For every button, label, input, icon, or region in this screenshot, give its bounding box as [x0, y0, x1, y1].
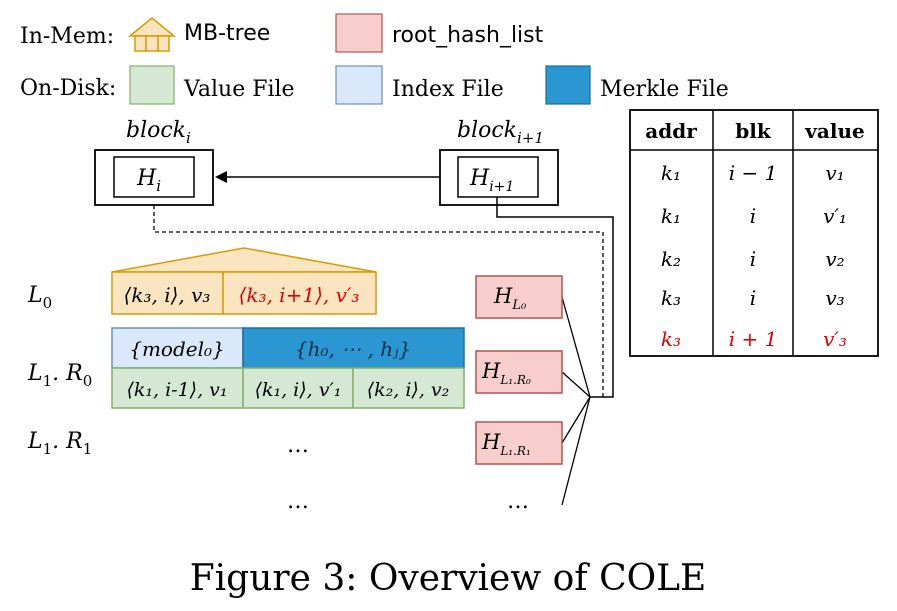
table-row: k₁ i − 1 v₁: [661, 161, 845, 185]
table-header-value: value: [804, 119, 864, 143]
table-cell-blk: i: [750, 247, 756, 271]
root-hash-l1r0-box: [475, 350, 563, 394]
hash-fan-lines: [561, 296, 591, 506]
level-l1r1-label: L1. R1: [27, 429, 92, 458]
root-hash-swatch: [335, 13, 383, 53]
table-header-addr: addr: [645, 119, 697, 143]
mbtree-roof: [111, 247, 377, 273]
table-cell-addr: k₁: [661, 161, 681, 185]
table-cell-addr: k₂: [661, 247, 681, 271]
root-hash-label: root_hash_list: [392, 23, 544, 48]
value-entry-1: ⟨k₁, i-1⟩, v₁: [126, 379, 227, 401]
table-cell-blk: i + 1: [729, 327, 778, 351]
hash-i-box: [113, 156, 195, 198]
table-cell-value: v₁: [825, 161, 844, 185]
solid-connector: [496, 197, 614, 398]
addr-table: addr blk value k₁ i − 1 v₁ k₁ i v′₁ k₂ i…: [629, 109, 879, 357]
hash-i1-label: Hi+1: [469, 166, 514, 195]
l0-entry-1: ⟨k₃, i⟩, v₃: [124, 283, 211, 307]
block-i1: blocki+1 Hi+1: [439, 118, 559, 206]
table-cell-value: v′₁: [823, 204, 847, 228]
ellipsis-r1: …: [287, 433, 309, 458]
root-hash-l1r1: HL₁.R₁: [481, 430, 531, 458]
on-disk-label: On-Disk:: [20, 76, 116, 101]
l0-entry-2: ⟨k₃, i+1⟩, v′₃: [239, 283, 360, 307]
l1r0-run: {model₀} {h₀, ⋯ , hⱼ} ⟨k₁, i-1⟩, v₁ ⟨k₁,…: [111, 327, 465, 409]
block-i: blocki Hi: [94, 118, 214, 206]
merkle-file-box: [242, 327, 465, 369]
ellipsis-hash-bottom: …: [507, 489, 529, 514]
index-file-swatch: [335, 65, 383, 105]
table-cell-blk: i: [750, 204, 756, 228]
root-hash-l1r0: HL₁.R₀: [481, 359, 531, 387]
table-cell-addr: k₁: [661, 204, 681, 228]
value-cell-3: [352, 367, 465, 409]
table-cell-addr: k₃: [661, 286, 681, 310]
value-cell-2: [242, 367, 354, 409]
merkle-hashes: {h₀, ⋯ , hⱼ}: [295, 337, 411, 361]
value-entry-3: ⟨k₂, i⟩, v₂: [367, 379, 450, 401]
table-cell-value: v′₃: [823, 327, 847, 351]
root-hash-l0-box: [475, 275, 563, 319]
mbtree-icon: [127, 17, 177, 52]
table-cell-value: v₂: [825, 247, 844, 271]
root-hash-l1r1-box: [475, 421, 563, 465]
model-label: {model₀}: [129, 337, 225, 361]
table-header-blk: blk: [735, 119, 772, 143]
table-frame: [629, 109, 879, 357]
level-l0-label: L0: [27, 283, 52, 312]
root-hash-list: HL₀ HL₁.R₀ HL₁.R₁: [475, 275, 563, 465]
table-cell-addr: k₃: [661, 327, 681, 351]
l0-entry-2-box: [222, 271, 377, 315]
table-row: k₂ i v₂: [661, 247, 845, 271]
block-i1-title: blocki+1: [457, 118, 544, 147]
hash-i-label: Hi: [136, 166, 161, 195]
level-l1r0-label: L1. R0: [27, 361, 92, 390]
in-mem-label: In-Mem:: [20, 24, 114, 49]
figure-caption: Figure 3: Overview of COLE: [190, 558, 707, 599]
mbtree-label: MB-tree: [184, 21, 270, 46]
block-i-title: blocki: [126, 118, 191, 147]
root-hash-l0: HL₀: [493, 284, 527, 313]
table-cell-blk: i: [750, 286, 756, 310]
value-file-label: Value File: [183, 77, 295, 102]
value-entry-2: ⟨k₁, i⟩, v′₁: [255, 379, 342, 401]
l0-mbtree: ⟨k₃, i⟩, v₃ ⟨k₃, i+1⟩, v′₃: [111, 247, 377, 315]
legend: In-Mem: MB-tree root_hash_list On-Disk: …: [20, 13, 729, 105]
table-row: k₃ i v₃: [661, 286, 845, 310]
index-file-label: Index File: [392, 77, 504, 102]
ellipsis-bottom: …: [287, 489, 309, 514]
merkle-file-label: Merkle File: [600, 77, 729, 102]
table-cell-blk: i − 1: [729, 161, 778, 185]
value-file-swatch: [129, 65, 175, 105]
hash-i1-box: [457, 156, 539, 198]
table-row-highlight: k₃ i + 1 v′₃: [661, 327, 847, 351]
table-cell-value: v₃: [825, 286, 844, 310]
arrow-head-icon: [215, 171, 227, 183]
merkle-file-swatch: [545, 65, 591, 105]
table-row: k₁ i v′₁: [661, 204, 847, 228]
